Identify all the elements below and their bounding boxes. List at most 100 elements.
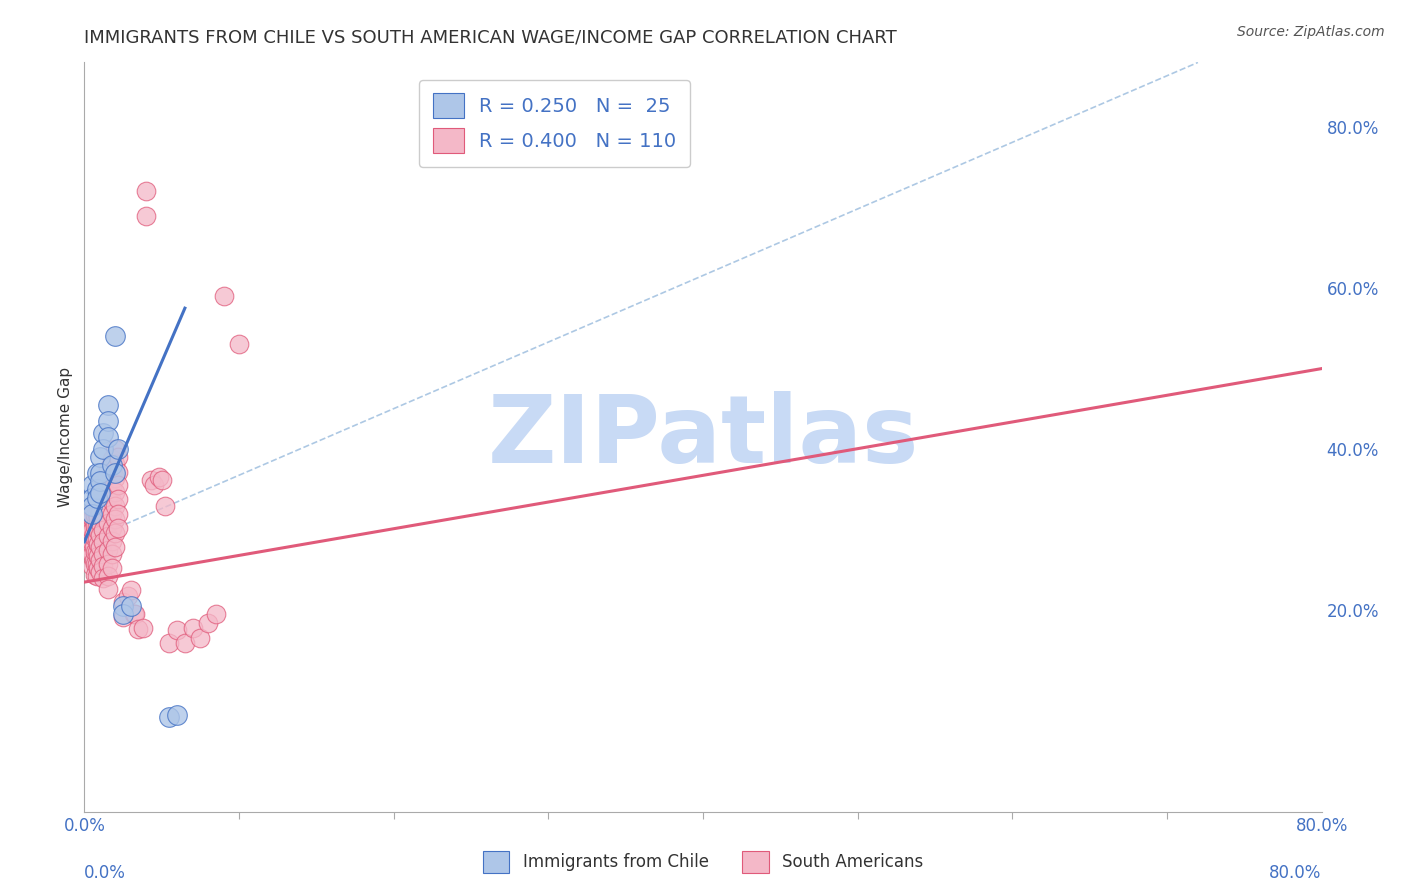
Point	[228, 337, 250, 351]
Point	[96, 569, 118, 583]
Point	[188, 632, 211, 646]
Point	[96, 398, 118, 412]
Point	[107, 478, 129, 492]
Point	[77, 539, 100, 553]
Point	[197, 616, 219, 631]
Point	[104, 442, 127, 457]
Point	[91, 499, 114, 513]
Point	[101, 534, 124, 549]
Point	[89, 481, 111, 495]
Point	[104, 457, 127, 471]
Point	[96, 542, 118, 557]
Point	[174, 635, 197, 649]
Point	[96, 557, 118, 571]
Point	[89, 565, 111, 579]
Point	[127, 622, 149, 636]
Point	[107, 450, 129, 465]
Point	[91, 523, 114, 537]
Point	[101, 493, 124, 508]
Point	[91, 475, 114, 489]
Point	[101, 521, 124, 535]
Point	[84, 508, 107, 523]
Point	[104, 471, 127, 485]
Point	[96, 414, 118, 428]
Point	[87, 524, 110, 539]
Point	[104, 484, 127, 499]
Point	[86, 545, 108, 559]
Point	[84, 531, 107, 545]
Point	[212, 289, 235, 303]
Point	[112, 609, 135, 624]
Point	[91, 510, 114, 524]
Point	[83, 541, 105, 555]
Text: 0.0%: 0.0%	[84, 864, 127, 882]
Point	[101, 547, 124, 561]
Point	[120, 599, 142, 614]
Point	[82, 547, 104, 561]
Point	[104, 512, 127, 526]
Point	[112, 595, 135, 609]
Point	[91, 425, 114, 440]
Point	[112, 599, 135, 614]
Point	[89, 467, 111, 481]
Point	[89, 528, 111, 542]
Point	[86, 533, 108, 547]
Point	[82, 510, 104, 524]
Point	[86, 491, 108, 505]
Text: ZIPatlas: ZIPatlas	[488, 391, 918, 483]
Point	[79, 531, 101, 545]
Point	[135, 209, 157, 223]
Point	[82, 478, 104, 492]
Point	[117, 589, 139, 603]
Point	[86, 518, 108, 533]
Point	[101, 451, 124, 466]
Point	[96, 582, 118, 597]
Point	[101, 458, 124, 473]
Point	[84, 545, 107, 559]
Point	[87, 560, 110, 574]
Point	[86, 467, 108, 481]
Point	[107, 465, 129, 479]
Point	[87, 489, 110, 503]
Point	[86, 569, 108, 583]
Point	[89, 505, 111, 519]
Point	[107, 521, 129, 535]
Point	[84, 518, 107, 533]
Text: 80.0%: 80.0%	[1270, 864, 1322, 882]
Point	[143, 478, 166, 492]
Point	[120, 583, 142, 598]
Point	[101, 467, 124, 481]
Point	[166, 708, 188, 723]
Point	[107, 442, 129, 457]
Point	[104, 525, 127, 540]
Point	[124, 607, 146, 621]
Point	[87, 549, 110, 563]
Point	[153, 499, 176, 513]
Point	[104, 467, 127, 481]
Point	[89, 516, 111, 531]
Text: Source: ZipAtlas.com: Source: ZipAtlas.com	[1237, 25, 1385, 39]
Point	[83, 526, 105, 541]
Legend: Immigrants from Chile, South Americans: Immigrants from Chile, South Americans	[477, 845, 929, 880]
Point	[91, 442, 114, 457]
Point	[96, 489, 118, 503]
Point	[96, 529, 118, 543]
Point	[122, 607, 145, 621]
Point	[87, 537, 110, 551]
Point	[96, 430, 118, 444]
Point	[86, 558, 108, 572]
Point	[86, 494, 108, 508]
Point	[91, 547, 114, 561]
Point	[135, 185, 157, 199]
Point	[96, 516, 118, 531]
Point	[166, 624, 188, 638]
Point	[77, 526, 100, 541]
Point	[107, 507, 129, 521]
Point	[83, 502, 105, 516]
Point	[87, 500, 110, 515]
Point	[87, 511, 110, 525]
Point	[82, 534, 104, 549]
Point	[79, 542, 101, 557]
Point	[89, 552, 111, 566]
Point	[82, 507, 104, 521]
